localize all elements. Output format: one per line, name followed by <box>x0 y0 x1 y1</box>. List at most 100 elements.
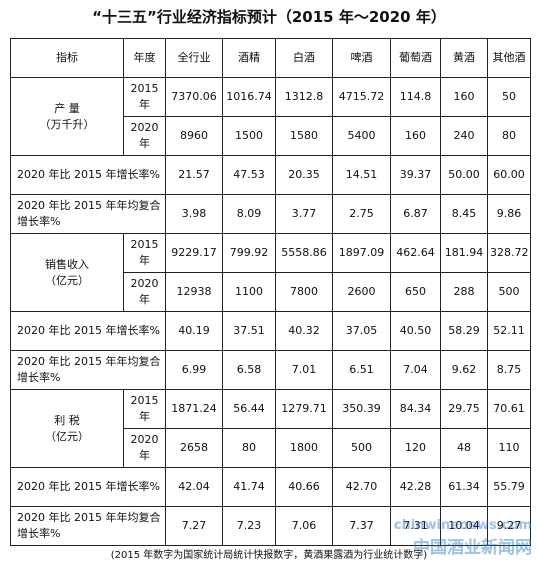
value-cell: 240 <box>440 116 488 156</box>
value-cell: 6.99 <box>165 350 223 390</box>
header-cell: 其他酒 <box>487 38 531 78</box>
value-cell: 160 <box>440 77 488 117</box>
value-cell: 799.92 <box>222 233 276 273</box>
year-cell: 2020 年 <box>123 116 166 156</box>
value-cell: 60.00 <box>487 155 531 195</box>
value-cell: 39.37 <box>390 155 441 195</box>
metric-unit: （亿元） <box>45 273 89 287</box>
value-cell: 37.51 <box>222 311 276 351</box>
row-label: 2020 年比 2015 年年均复合增长率% <box>10 506 166 546</box>
metric-cell: 利 税 （亿元） <box>10 389 124 468</box>
value-cell: 20.35 <box>275 155 333 195</box>
value-cell: 52.11 <box>487 311 531 351</box>
value-cell: 42.70 <box>332 467 391 507</box>
table-title: “十三五”行业经济指标预计（2015 年～2020 年） <box>92 8 446 26</box>
value-cell: 8.75 <box>487 350 531 390</box>
table-row: 指标 年度 全行业 酒精 白酒 啤酒 葡萄酒 黄酒 其他酒 <box>10 38 531 78</box>
table-row: 2020 年 8960 1500 1580 5400 160 240 80 <box>11 116 531 156</box>
table-row: 2020 年 2658 80 1800 500 120 48 110 <box>11 428 531 468</box>
value-cell: 8.09 <box>222 194 276 234</box>
year-cell: 2015 年 <box>123 233 166 273</box>
table-row: 2020 年比 2015 年年均复合增长率% 3.98 8.09 3.77 2.75 6.… <box>10 194 531 234</box>
value-cell: 40.50 <box>390 311 441 351</box>
value-cell: 350.39 <box>332 389 391 429</box>
value-cell: 7.06 <box>275 506 333 546</box>
value-cell: 9229.17 <box>165 233 223 273</box>
metric-name: 销售收入 <box>45 257 89 271</box>
value-cell: 7.04 <box>390 350 441 390</box>
value-cell: 6.58 <box>222 350 276 390</box>
value-cell: 462.64 <box>390 233 441 273</box>
value-cell: 80 <box>487 116 531 156</box>
header-cell: 啤酒 <box>332 38 391 78</box>
value-cell: 500 <box>487 272 531 312</box>
metric-unit: （万千升） <box>39 117 95 131</box>
value-cell: 120 <box>390 428 441 468</box>
value-cell: 1500 <box>222 116 276 156</box>
value-cell: 2600 <box>332 272 391 312</box>
table-row: 销售收入 （亿元） 2015 年 9229.17 799.92 5558.86 1897.0… <box>10 233 531 312</box>
value-cell: 9.86 <box>487 194 531 234</box>
value-cell: 650 <box>390 272 441 312</box>
table-row: 2020 年比 2015 年增长率% 40.19 37.51 40.32 37.05 40… <box>10 311 531 351</box>
header-cell: 年度 <box>123 38 166 78</box>
value-cell: 5558.86 <box>275 233 333 273</box>
row-label: 2020 年比 2015 年增长率% <box>10 311 166 351</box>
value-cell: 42.28 <box>390 467 441 507</box>
value-cell: 1016.74 <box>222 77 276 117</box>
metric-cell: 销售收入 （亿元） <box>10 233 124 312</box>
value-cell: 7.27 <box>165 506 223 546</box>
value-cell: 160 <box>390 116 441 156</box>
watermark-name: 中国酒业新闻网 <box>413 538 532 558</box>
row-label: 2020 年比 2015 年增长率% <box>10 467 166 507</box>
value-cell: 3.77 <box>275 194 333 234</box>
value-cell: 40.19 <box>165 311 223 351</box>
table-row: 2020 年比 2015 年增长率% 21.57 47.53 20.35 14.51 39… <box>10 155 531 195</box>
value-cell: 9.27 <box>487 506 531 546</box>
row-label: 2020 年比 2015 年增长率% <box>10 155 166 195</box>
value-cell: 61.34 <box>440 467 488 507</box>
value-cell: 55.79 <box>487 467 531 507</box>
table-row: 产 量 （万千升） 2015 年 7370.06 1016.74 1312.8 4715.7… <box>10 77 531 156</box>
value-cell: 1580 <box>275 116 333 156</box>
data-table: 指标 年度 全行业 酒精 白酒 啤酒 葡萄酒 黄酒 其他酒产 量（万千升） 2015 年 7370.… <box>10 38 531 546</box>
value-cell: 500 <box>332 428 391 468</box>
value-cell: 50.00 <box>440 155 488 195</box>
value-cell: 1312.8 <box>275 77 333 117</box>
value-cell: 1871.24 <box>165 389 223 429</box>
value-cell: 47.53 <box>222 155 276 195</box>
value-cell: 6.51 <box>332 350 391 390</box>
value-cell: 70.61 <box>487 389 531 429</box>
value-cell: 41.74 <box>222 467 276 507</box>
value-cell: 328.72 <box>487 233 531 273</box>
footnote: (2015 年数字为国家统计局统计快报数字，黄酒果露酒为行业统计数字) <box>110 550 428 561</box>
value-cell: 1897.09 <box>332 233 391 273</box>
value-cell: 2658 <box>165 428 223 468</box>
value-cell: 10.04 <box>440 506 488 546</box>
year-cell: 2020 年 <box>123 272 166 312</box>
value-cell: 7.31 <box>390 506 441 546</box>
row-label: 2020 年比 2015 年年均复合增长率% <box>10 194 166 234</box>
year-cell: 2015 年 <box>123 389 166 429</box>
metric-unit: （亿元） <box>45 429 89 443</box>
value-cell: 8960 <box>165 116 223 156</box>
value-cell: 7370.06 <box>165 77 223 117</box>
year-cell: 2015 年 <box>123 77 166 117</box>
value-cell: 2.75 <box>332 194 391 234</box>
value-cell: 5400 <box>332 116 391 156</box>
value-cell: 7.23 <box>222 506 276 546</box>
value-cell: 8.45 <box>440 194 488 234</box>
value-cell: 288 <box>440 272 488 312</box>
value-cell: 7.01 <box>275 350 333 390</box>
watermark-site: chinwinenews.com <box>393 518 532 533</box>
value-cell: 40.32 <box>275 311 333 351</box>
table-row: 2020 年比 2015 年增长率% 42.04 41.74 40.66 42.70 42… <box>10 467 531 507</box>
value-cell: 37.05 <box>332 311 391 351</box>
value-cell: 7800 <box>275 272 333 312</box>
table-row: 2020 年比 2015 年年均复合增长率% 6.99 6.58 7.01 6.51 7.… <box>10 350 531 390</box>
header-cell: 全行业 <box>165 38 223 78</box>
value-cell: 9.62 <box>440 350 488 390</box>
year-cell: 2020 年 <box>123 428 166 468</box>
value-cell: 4715.72 <box>332 77 391 117</box>
